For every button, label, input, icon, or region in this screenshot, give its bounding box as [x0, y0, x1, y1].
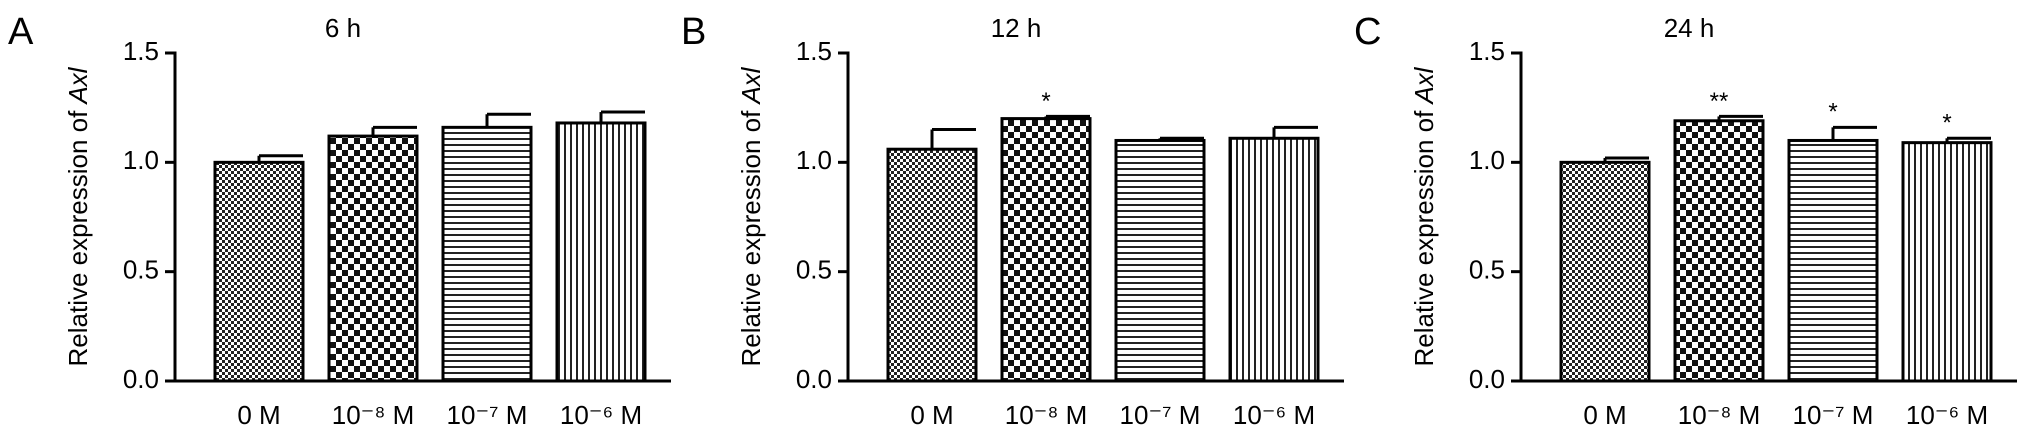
y-label-text: Relative expression of — [1409, 110, 1439, 367]
panel-label: B — [681, 11, 706, 53]
x-tick-label: 10⁻⁷ M — [1793, 400, 1874, 430]
bar — [886, 147, 978, 383]
y-tick-label: 1.5 — [796, 36, 832, 66]
significance-mark: ** — [1710, 88, 1729, 115]
y-tick-label: 0.0 — [1469, 364, 1505, 394]
chart-title: 6 h — [325, 13, 361, 43]
significance-mark: * — [1041, 88, 1050, 115]
y-label-gene: Axl — [63, 66, 93, 105]
chart-title: 12 h — [991, 13, 1042, 43]
y-tick-label: 1.0 — [123, 145, 159, 175]
x-tick-label: 0 M — [910, 400, 953, 430]
bar — [327, 134, 419, 383]
bar — [1000, 117, 1092, 383]
x-tick-label: 10⁻⁷ M — [1120, 400, 1201, 430]
y-axis-label: Relative expression of Axl — [736, 66, 766, 366]
bar — [1114, 138, 1206, 383]
panel-label: C — [1354, 11, 1381, 53]
y-axis-label: Relative expression of Axl — [1409, 66, 1439, 366]
significance-mark: * — [1828, 99, 1837, 126]
bar — [1901, 141, 1993, 383]
bar — [1228, 136, 1320, 383]
y-tick-label: 0.0 — [123, 364, 159, 394]
bar — [555, 121, 647, 383]
bar — [441, 125, 533, 383]
y-label-text: Relative expression of — [736, 110, 766, 367]
significance-mark: * — [1942, 110, 1951, 137]
x-tick-label: 10⁻⁶ M — [1233, 400, 1315, 430]
y-label-gene: Axl — [736, 66, 766, 105]
x-tick-label: 10⁻⁷ M — [447, 400, 528, 430]
x-tick-label: 10⁻⁸ M — [332, 400, 415, 430]
y-tick-label: 0.5 — [796, 255, 832, 285]
x-tick-label: 10⁻⁶ M — [1906, 400, 1988, 430]
y-label-text: Relative expression of — [63, 110, 93, 367]
y-label-gene: Axl — [1409, 66, 1439, 105]
bar — [1559, 160, 1651, 383]
y-tick-label: 0.5 — [123, 255, 159, 285]
y-tick-label: 1.0 — [796, 145, 832, 175]
x-tick-label: 10⁻⁸ M — [1005, 400, 1088, 430]
x-tick-label: 0 M — [1583, 400, 1626, 430]
y-tick-label: 0.5 — [1469, 255, 1505, 285]
x-tick-label: 10⁻⁶ M — [560, 400, 642, 430]
y-tick-label: 1.0 — [1469, 145, 1505, 175]
y-tick-label: 1.5 — [1469, 36, 1505, 66]
y-axis-label: Relative expression of Axl — [63, 66, 93, 366]
bar — [1787, 138, 1879, 383]
bar — [1673, 119, 1765, 383]
bar — [213, 160, 305, 383]
y-tick-label: 0.0 — [796, 364, 832, 394]
chart-title: 24 h — [1664, 13, 1715, 43]
x-tick-label: 0 M — [237, 400, 280, 430]
x-tick-label: 10⁻⁸ M — [1678, 400, 1761, 430]
y-tick-label: 1.5 — [123, 36, 159, 66]
panel-label: A — [8, 11, 34, 53]
